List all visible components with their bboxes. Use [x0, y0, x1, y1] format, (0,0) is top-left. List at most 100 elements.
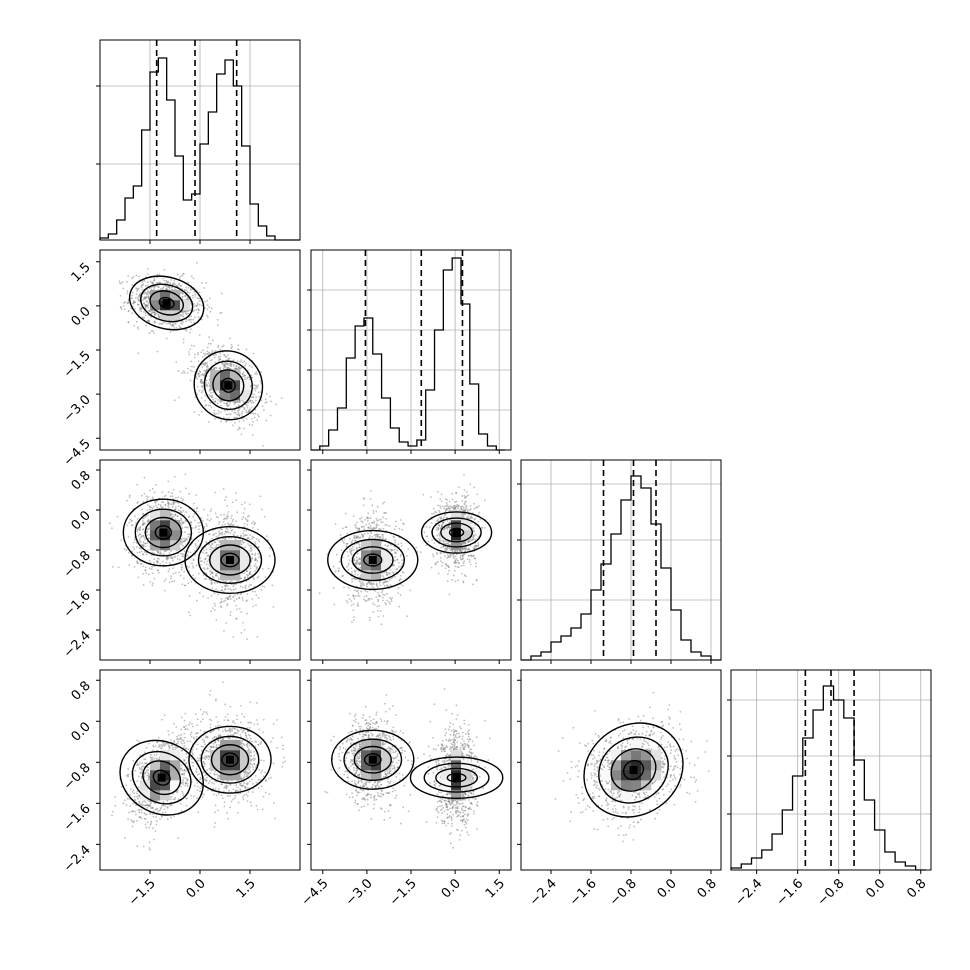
sample-point: [246, 515, 249, 518]
sample-point: [252, 605, 255, 608]
sample-point: [202, 595, 205, 598]
sample-point: [444, 567, 447, 570]
sample-point: [198, 303, 201, 306]
sample-point: [195, 599, 198, 602]
sample-point: [398, 527, 401, 530]
sample-point: [377, 615, 380, 618]
sample-point: [419, 551, 422, 554]
density-peak: [159, 528, 168, 537]
sample-point: [218, 522, 220, 525]
sample-point: [399, 594, 402, 596]
sample-point: [347, 594, 350, 597]
sample-point: [230, 515, 233, 517]
sample-point: [140, 284, 143, 287]
sample-point: [187, 582, 190, 585]
sample-point: [192, 296, 194, 299]
sample-point: [243, 427, 245, 430]
sample-point: [206, 308, 209, 311]
sample-point: [459, 556, 462, 559]
sample-point: [142, 572, 145, 575]
pair-panel-2-0: [96, 459, 301, 664]
sample-point: [246, 612, 249, 615]
sample-point: [441, 561, 444, 564]
sample-point: [193, 345, 196, 347]
sample-point: [451, 492, 454, 495]
sample-point: [260, 399, 263, 402]
sample-point: [415, 546, 418, 549]
sample-point: [131, 283, 134, 286]
sample-point: [390, 600, 393, 603]
sample-point: [183, 371, 186, 374]
sample-point: [226, 522, 229, 525]
sample-point: [189, 379, 192, 382]
sample-point: [262, 409, 265, 411]
sample-point: [157, 286, 160, 289]
sample-point: [451, 578, 454, 581]
sample-point: [134, 307, 136, 310]
sample-point: [172, 488, 175, 491]
pair-panel-1-0: [96, 249, 301, 454]
sample-point: [153, 321, 156, 324]
sample-point: [214, 512, 217, 515]
contours: [122, 498, 276, 595]
sample-point: [380, 521, 383, 524]
sample-point: [198, 334, 201, 336]
sample-point: [182, 292, 184, 295]
sample-point: [250, 522, 253, 525]
sample-point: [444, 508, 447, 511]
sample-point: [127, 310, 130, 313]
sample-point: [197, 360, 200, 363]
sample-point: [394, 525, 397, 528]
sample-point: [201, 519, 204, 522]
sample-point: [145, 324, 148, 327]
sample-point: [375, 526, 378, 529]
sample-point: [401, 522, 404, 525]
sample-point: [385, 517, 387, 520]
sample-point: [120, 308, 123, 310]
sample-point: [148, 293, 150, 295]
sample-point: [365, 594, 368, 597]
sample-point: [194, 293, 197, 296]
sample-point: [241, 518, 244, 521]
sample-point: [431, 553, 434, 556]
sample-point: [177, 496, 180, 499]
sample-point: [111, 565, 114, 568]
sample-point: [220, 311, 223, 314]
sample-point: [439, 505, 441, 507]
histogram-steps: [730, 685, 926, 871]
sample-point: [235, 499, 238, 502]
sample-point: [146, 293, 148, 296]
sample-point: [386, 599, 389, 602]
sample-point: [358, 527, 360, 530]
sample-point: [437, 572, 440, 575]
sample-point: [210, 518, 212, 520]
sample-point: [472, 555, 475, 557]
sample-point: [256, 528, 259, 531]
sample-point: [133, 565, 136, 568]
sample-point: [232, 424, 234, 427]
sample-point: [373, 603, 376, 606]
sample-point: [172, 567, 174, 570]
sample-point: [346, 532, 349, 535]
sample-point: [373, 527, 376, 530]
sample-point: [228, 595, 231, 598]
sample-point: [140, 305, 143, 308]
sample-point: [140, 310, 143, 313]
sample-point: [474, 562, 477, 565]
sample-point: [361, 526, 364, 529]
sample-point: [382, 599, 384, 602]
sample-point: [135, 274, 138, 277]
sample-point: [178, 396, 180, 399]
sample-point: [133, 324, 136, 327]
sample-point: [150, 568, 153, 571]
sample-point: [182, 338, 185, 341]
sample-point: [462, 562, 465, 564]
sample-point: [456, 559, 459, 562]
sample-point: [196, 302, 199, 305]
sample-point: [143, 280, 146, 282]
sample-point: [473, 486, 475, 489]
sample-point: [146, 281, 149, 284]
sample-point: [208, 420, 210, 423]
sample-point: [444, 498, 447, 500]
sample-point: [221, 524, 224, 526]
